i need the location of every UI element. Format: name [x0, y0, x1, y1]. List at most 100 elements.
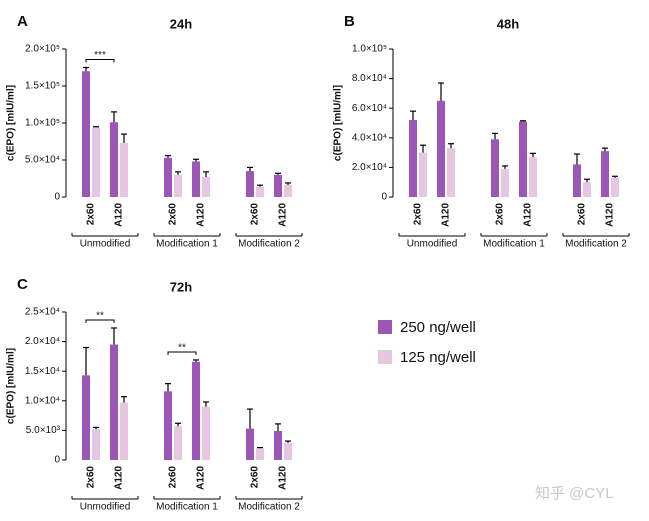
- group-label: Modification 2: [565, 239, 627, 250]
- group-label: Modification 2: [238, 502, 300, 513]
- bar: [501, 168, 509, 197]
- significance-label: **: [178, 343, 186, 354]
- bar: [246, 428, 254, 460]
- x-tick-label: A120: [278, 466, 289, 490]
- y-tick-label: 0: [381, 192, 387, 203]
- y-tick-label: 0: [54, 192, 60, 203]
- bar: [246, 171, 254, 197]
- x-tick-label: 2x60: [250, 466, 261, 489]
- x-tick-label: 2x60: [413, 203, 424, 226]
- bar: [82, 375, 90, 460]
- legend-label: 125 ng/well: [400, 349, 476, 366]
- significance-bracket: [85, 59, 115, 63]
- bar: [164, 391, 172, 460]
- watermark: 知乎 @CYL: [535, 485, 614, 502]
- group-label: Unmodified: [407, 239, 458, 250]
- group-label: Unmodified: [80, 502, 131, 513]
- bar: [529, 157, 537, 197]
- y-tick-label: 1.0×10⁵: [352, 44, 387, 55]
- bar: [573, 164, 581, 197]
- group-label: Modification 2: [238, 239, 300, 250]
- significance-label: **: [96, 311, 104, 322]
- significance-label: ***: [94, 50, 106, 61]
- y-tick-label: 8.0×10⁴: [352, 73, 387, 84]
- bar: [519, 121, 527, 197]
- y-tick-label: 2.0×10⁴: [25, 336, 60, 347]
- bar: [202, 406, 210, 460]
- significance-bracket: [167, 351, 197, 355]
- y-axis-title: c(EPO) [mIU/ml]: [6, 85, 17, 161]
- x-tick-label: A120: [523, 203, 534, 227]
- y-tick-label: 2.5×10⁴: [25, 307, 60, 318]
- group-label: Modification 1: [156, 239, 218, 250]
- bar: [174, 174, 182, 197]
- panel-label: C: [17, 276, 28, 293]
- x-tick-label: 2x60: [577, 203, 588, 226]
- bar: [192, 161, 200, 197]
- bar: [174, 426, 182, 460]
- x-tick-label: A120: [196, 466, 207, 490]
- bar: [447, 148, 455, 197]
- panel-label: A: [17, 13, 28, 30]
- bar: [120, 142, 128, 197]
- legend-label: 250 ng/well: [400, 319, 476, 336]
- bar: [256, 186, 264, 197]
- y-tick-label: 2.0×10⁴: [352, 162, 387, 173]
- x-tick-label: A120: [196, 203, 207, 227]
- bar: [164, 157, 172, 197]
- bar: [437, 100, 445, 197]
- bar: [92, 127, 100, 197]
- x-tick-label: A120: [114, 466, 125, 490]
- bar: [409, 120, 417, 197]
- y-tick-label: 6.0×10⁴: [352, 103, 387, 114]
- group-label: Unmodified: [80, 239, 131, 250]
- y-tick-label: 0: [54, 455, 60, 466]
- y-axis-title: c(EPO) [mIU/ml]: [333, 85, 344, 161]
- bar: [256, 448, 264, 460]
- legend-swatch: [378, 350, 392, 364]
- y-tick-label: 5.0×10³: [26, 425, 61, 436]
- bar: [601, 151, 609, 197]
- bar: [274, 174, 282, 197]
- bar: [491, 139, 499, 197]
- chart-title: 72h: [170, 279, 192, 294]
- bar: [92, 429, 100, 460]
- group-label: Modification 1: [483, 239, 545, 250]
- x-tick-label: 2x60: [168, 466, 179, 489]
- legend-swatch: [378, 320, 392, 334]
- y-axis-title: c(EPO) [mIU/ml]: [6, 348, 17, 424]
- bar: [192, 361, 200, 460]
- y-tick-label: 1.0×10⁵: [25, 118, 60, 129]
- y-tick-label: 4.0×10⁴: [352, 132, 387, 143]
- y-tick-label: 1.5×10⁴: [25, 366, 60, 377]
- bar: [611, 177, 619, 197]
- bar: [583, 182, 591, 197]
- bar: [202, 177, 210, 197]
- bar: [82, 71, 90, 197]
- chart-title: 24h: [170, 16, 192, 31]
- bar: [110, 344, 118, 460]
- bar: [284, 185, 292, 197]
- group-label: Modification 1: [156, 502, 218, 513]
- x-tick-label: A120: [114, 203, 125, 227]
- y-tick-label: 2.0×10⁵: [25, 44, 60, 55]
- x-tick-label: A120: [441, 203, 452, 227]
- y-tick-label: 1.0×10⁴: [25, 395, 60, 406]
- bar: [120, 402, 128, 460]
- y-tick-label: 1.5×10⁵: [25, 81, 60, 92]
- panel-label: B: [344, 13, 355, 30]
- bar: [284, 442, 292, 460]
- x-tick-label: A120: [278, 203, 289, 227]
- bar: [110, 122, 118, 197]
- x-tick-label: 2x60: [168, 203, 179, 226]
- x-tick-label: 2x60: [250, 203, 261, 226]
- bar: [419, 152, 427, 197]
- x-tick-label: A120: [605, 203, 616, 227]
- x-tick-label: 2x60: [86, 466, 97, 489]
- chart-title: 48h: [497, 16, 519, 31]
- x-tick-label: 2x60: [86, 203, 97, 226]
- y-tick-label: 5.0×10⁴: [25, 155, 60, 166]
- bar: [274, 430, 282, 460]
- significance-bracket: [85, 319, 115, 323]
